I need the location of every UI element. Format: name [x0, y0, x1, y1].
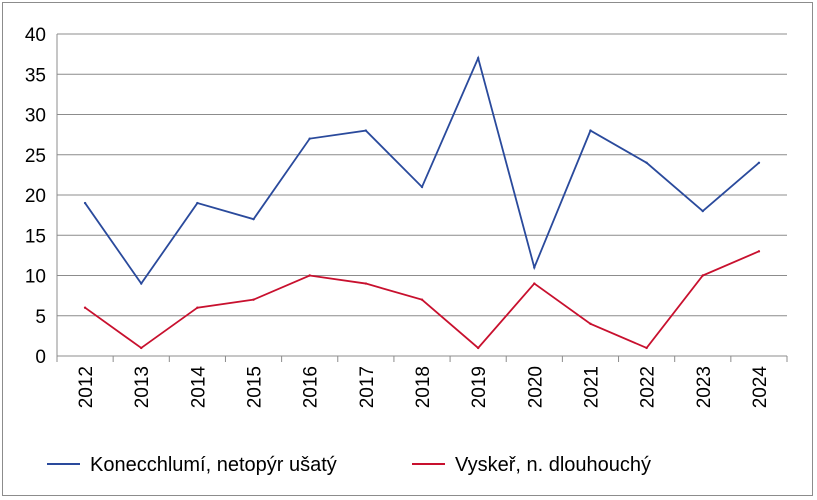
data-point-series-2: [533, 282, 536, 285]
data-point-series-2: [364, 282, 368, 285]
data-point-series-2: [140, 346, 143, 350]
data-point-series-1: [420, 185, 424, 189]
data-point-series-1: [757, 161, 761, 164]
data-point-series-2: [589, 322, 592, 325]
data-point-series-1: [476, 56, 480, 60]
data-point-series-1: [83, 201, 87, 205]
x-tick-label: 2016: [301, 366, 322, 408]
y-tick-label: 5: [35, 307, 46, 328]
data-point-series-1: [308, 137, 311, 140]
data-point-series-1: [533, 266, 536, 269]
series-line-1: [84, 55, 760, 286]
data-point-series-1: [364, 129, 368, 132]
x-tick-label: 2015: [245, 366, 266, 408]
data-point-series-1: [645, 161, 648, 164]
y-tick-label: 10: [25, 267, 46, 288]
data-point-series-2: [476, 346, 480, 350]
legend-label-1: Konecchlumí, netopýr ušatý: [90, 454, 337, 476]
x-tick-label: 2024: [750, 366, 771, 409]
x-tick-label: 2023: [694, 366, 715, 408]
x-tick-label: 2020: [525, 366, 546, 408]
x-tick-label: 2019: [469, 366, 490, 408]
y-tick-label: 0: [35, 347, 46, 368]
x-tick-label: 2021: [581, 366, 602, 408]
data-point-series-2: [645, 346, 648, 350]
data-point-series-2: [308, 274, 311, 277]
data-point-series-1: [252, 217, 255, 221]
x-tick-label: 2018: [413, 366, 434, 408]
y-tick-label: 35: [25, 65, 46, 86]
data-point-series-2: [83, 306, 87, 309]
x-tick-label: 2012: [76, 366, 97, 408]
data-point-series-1: [701, 209, 704, 213]
x-tick-label: 2022: [638, 366, 659, 408]
data-point-series-2: [757, 250, 761, 253]
data-point-series-1: [589, 129, 592, 132]
legend-label-2: Vyskeř, n. dlouhouchý: [455, 454, 651, 476]
data-point-series-1: [196, 201, 199, 205]
y-tick-label: 20: [25, 186, 46, 207]
x-tick-label: 2014: [188, 366, 209, 409]
x-tick-label: 2013: [132, 366, 153, 408]
data-point-series-2: [252, 298, 255, 301]
data-point-series-2: [701, 274, 704, 277]
y-tick-label: 15: [25, 226, 46, 247]
data-point-series-2: [196, 306, 199, 309]
y-tick-label: 30: [25, 106, 46, 127]
y-tick-label: 40: [25, 25, 46, 46]
x-tick-label: 2017: [357, 366, 378, 408]
data-point-series-1: [140, 282, 143, 285]
y-tick-label: 25: [25, 146, 46, 167]
data-point-series-2: [420, 298, 424, 301]
